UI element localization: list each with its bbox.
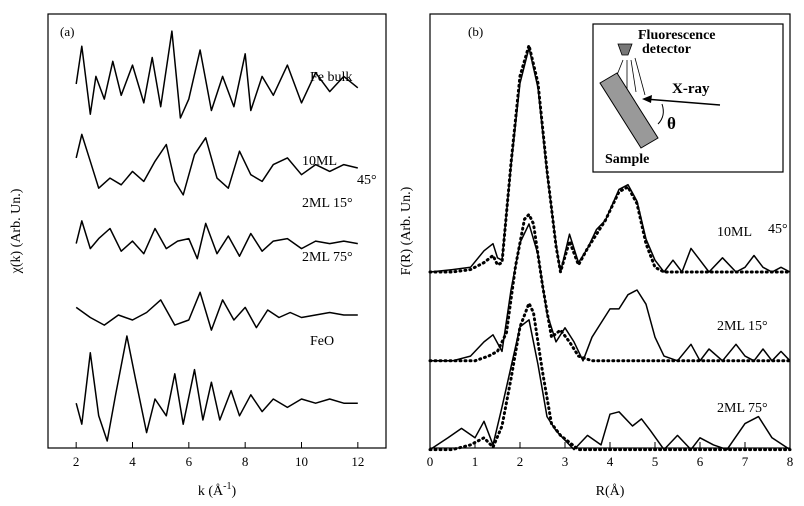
x-tick-label: 2 bbox=[73, 454, 80, 469]
x-tick-label: 10 bbox=[295, 454, 308, 469]
panel-a-curves bbox=[75, 30, 359, 442]
x-tick-label: 4 bbox=[129, 454, 136, 469]
x-tick-label: 8 bbox=[787, 454, 794, 469]
panel-a-x-ticks: 2 4 6 8 10 12 bbox=[73, 442, 364, 469]
series-line-10ml-45deg bbox=[75, 133, 358, 196]
series-line-2ml-75deg bbox=[75, 291, 358, 331]
sample-plate-icon bbox=[599, 72, 659, 149]
series-line-2ml-75deg-fit bbox=[428, 299, 792, 452]
inset-text-fluorescence: Fluorescence bbox=[638, 28, 716, 43]
series-label-10ml: 10ML bbox=[302, 154, 337, 169]
panel-b-x-ticks: 0 1 2 3 4 5 6 7 8 bbox=[427, 442, 794, 469]
panel-b: (b) 0 1 2 3 4 5 6 7 8 10ML 45° 2ML 15° 2ML 75° R… bbox=[399, 13, 794, 499]
x-tick-label: 1 bbox=[472, 454, 479, 469]
series-label-feo: FeO bbox=[310, 334, 334, 349]
inset-schematic: Fluorescence detector X-ray θ Sample bbox=[592, 23, 784, 173]
series-label-fe-bulk: Fe bulk bbox=[310, 70, 352, 85]
fluorescence-ray bbox=[630, 59, 637, 93]
x-tick-label: 6 bbox=[697, 454, 704, 469]
x-tick-label: 6 bbox=[186, 454, 193, 469]
series-label-2ml-15: 2ML 15° bbox=[302, 196, 353, 211]
series-line-2ml-15deg-fit bbox=[428, 211, 792, 363]
x-tick-label: 2 bbox=[517, 454, 524, 469]
series-line-2ml-15deg bbox=[75, 220, 358, 260]
fluorescence-ray bbox=[634, 57, 646, 96]
x-tick-label: 12 bbox=[351, 454, 364, 469]
detector-icon bbox=[617, 43, 633, 56]
inset-text-sample: Sample bbox=[605, 152, 649, 167]
series-label-2ml-75: 2ML 75° bbox=[302, 250, 353, 265]
panel-a-x-axis-label: k (Å-1) bbox=[198, 481, 237, 499]
x-tick-label: 5 bbox=[652, 454, 659, 469]
angle-arc bbox=[657, 103, 664, 125]
panel-b-label: (b) bbox=[468, 24, 483, 39]
series-label-b-2ml-75: 2ML 75° bbox=[717, 401, 768, 416]
series-line-10ml-45deg-fit bbox=[428, 39, 792, 274]
series-label-b-10ml: 10ML bbox=[717, 225, 752, 240]
x-ray-beam bbox=[644, 98, 721, 106]
x-tick-label: 4 bbox=[607, 454, 614, 469]
x-tick-label: 3 bbox=[562, 454, 569, 469]
x-ray-arrowhead bbox=[642, 95, 652, 103]
panel-b-y-axis-label: F(R) (Arb. Un.) bbox=[399, 186, 414, 275]
inset-text-detector: detector bbox=[642, 42, 691, 57]
series-line-2ml-75deg-data bbox=[429, 319, 791, 451]
x-tick-label: 0 bbox=[427, 454, 434, 469]
panel-b-curves bbox=[428, 39, 792, 452]
panel-a-frame bbox=[47, 13, 387, 449]
x-tick-label: 7 bbox=[742, 454, 749, 469]
panel-a-y-axis-label: χ(k) (Arb. Un.) bbox=[9, 188, 24, 274]
series-line-fe-bulk bbox=[75, 30, 359, 119]
series-label-b-2ml-15: 2ML 15° bbox=[717, 319, 768, 334]
inset-text-x-ray: X-ray bbox=[672, 81, 710, 97]
inset-text-theta: θ bbox=[667, 114, 676, 133]
panel-a: (a) 2 4 6 8 10 12 Fe bulk 10ML 45° 2ML 15° 2M… bbox=[9, 13, 387, 499]
series-label-b-45deg: 45° bbox=[768, 222, 788, 237]
series-line-2ml-15deg-data bbox=[430, 223, 791, 362]
series-line-feo bbox=[75, 335, 358, 442]
panel-b-x-axis-label: R(Å) bbox=[596, 483, 625, 499]
x-tick-label: 8 bbox=[242, 454, 249, 469]
series-label-45deg: 45° bbox=[357, 173, 377, 188]
panel-a-label: (a) bbox=[60, 24, 74, 39]
